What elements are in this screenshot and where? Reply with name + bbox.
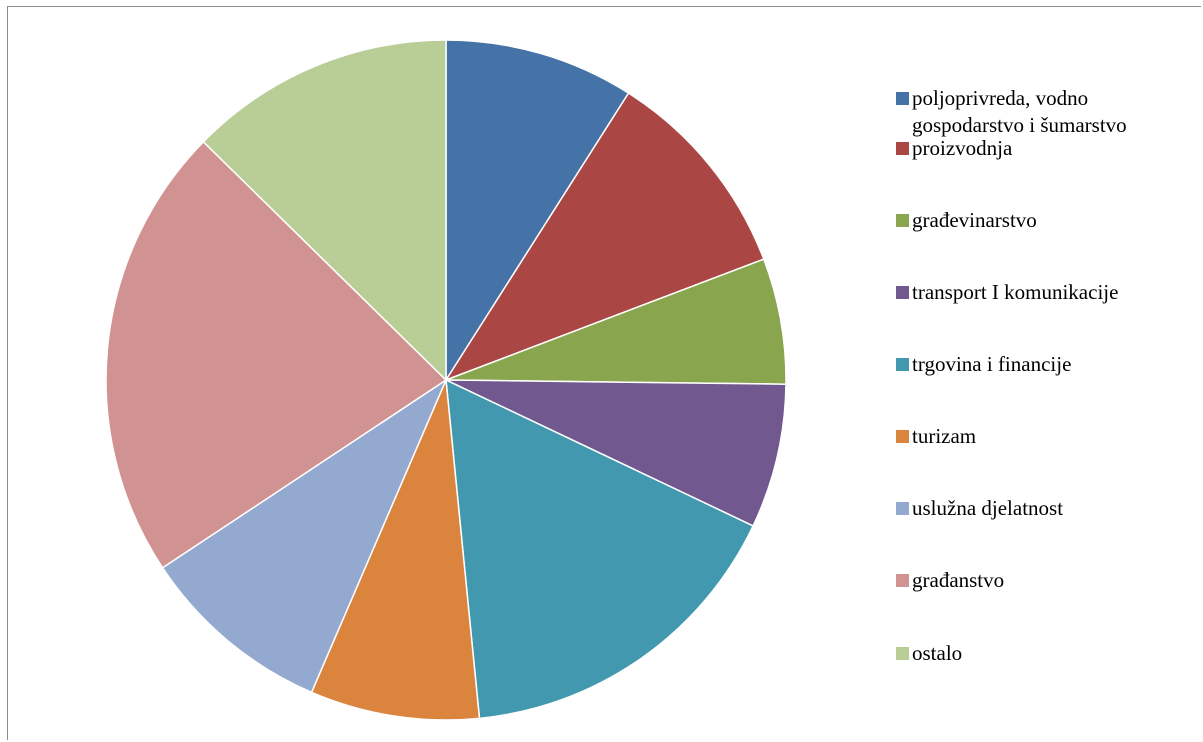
legend-swatch-0	[896, 92, 909, 105]
legend-swatch-1	[896, 142, 909, 155]
legend-entry-3: transport I komunikacije	[896, 280, 1119, 306]
legend-label-2: građevinarstvo	[912, 208, 1037, 232]
pie-slice-5	[310, 379, 481, 721]
legend-label-4: trgovina i financije	[912, 352, 1072, 376]
chart-area: poljoprivreda, vodno gospodarstvo i šuma…	[7, 6, 1201, 740]
legend-swatch-3	[896, 286, 909, 299]
pie-slice-2	[445, 258, 787, 385]
pie-slice-8	[202, 39, 447, 381]
legend-entry-5: turizam	[896, 424, 977, 450]
legend-label-6: uslužna djelatnost	[912, 496, 1064, 520]
legend-entry-8: ostalo	[896, 641, 963, 667]
pie-slice-0	[445, 39, 630, 381]
legend-label-7: građanstvo	[912, 568, 1005, 592]
legend-swatch-5	[896, 430, 909, 443]
legend-swatch-8	[896, 647, 909, 660]
legend-entry-1: proizvodnja	[896, 136, 1013, 162]
legend-entry-6: uslužna djelatnost	[896, 496, 1064, 522]
legend-label-1: proizvodnja	[912, 136, 1013, 160]
pie-slice-4	[445, 379, 754, 720]
legend-entry-2: građevinarstvo	[896, 208, 1037, 234]
pie-slice-6	[161, 379, 447, 694]
legend-entry-0: poljoprivreda, vodno gospodarstvo i šuma…	[896, 86, 1127, 139]
legend-entry-7: građanstvo	[896, 568, 1005, 594]
legend-label-0: poljoprivreda, vodno gospodarstvo i šuma…	[912, 86, 1127, 137]
legend-label-3: transport I komunikacije	[912, 280, 1119, 304]
legend-swatch-4	[896, 358, 909, 371]
legend-swatch-7	[896, 574, 909, 587]
pie-slice-3	[445, 379, 787, 527]
legend-label-8: ostalo	[912, 641, 963, 665]
legend-label-5: turizam	[912, 424, 977, 448]
legend-swatch-2	[896, 214, 909, 227]
pie-chart	[105, 39, 787, 721]
pie-slice-1	[445, 92, 765, 381]
pie-slice-7	[105, 141, 447, 569]
legend-entry-4: trgovina i financije	[896, 352, 1072, 378]
legend-swatch-6	[896, 502, 909, 515]
